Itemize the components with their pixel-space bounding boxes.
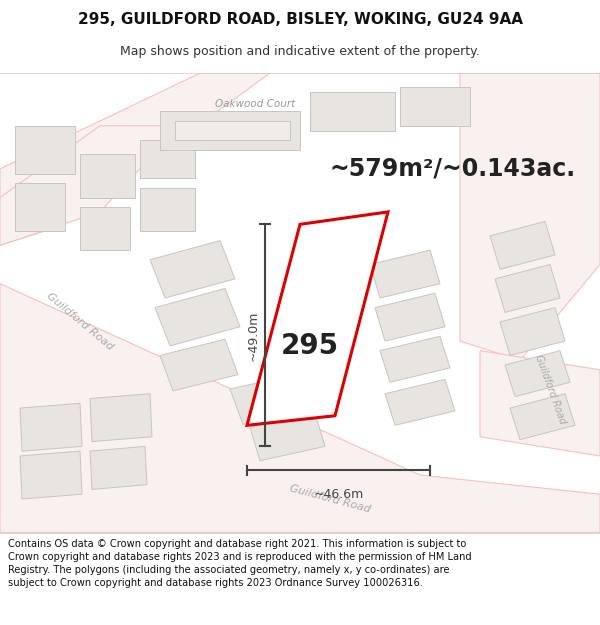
Text: Map shows position and indicative extent of the property.: Map shows position and indicative extent… bbox=[120, 44, 480, 58]
Polygon shape bbox=[160, 111, 300, 149]
Polygon shape bbox=[495, 264, 560, 312]
Polygon shape bbox=[400, 88, 470, 126]
Polygon shape bbox=[247, 212, 388, 425]
Text: Guildford Road: Guildford Road bbox=[533, 353, 567, 425]
Polygon shape bbox=[160, 339, 238, 391]
Polygon shape bbox=[250, 413, 325, 461]
Polygon shape bbox=[370, 250, 440, 298]
Polygon shape bbox=[0, 126, 180, 246]
Polygon shape bbox=[380, 336, 450, 382]
Text: 295: 295 bbox=[281, 332, 339, 360]
Polygon shape bbox=[80, 207, 130, 250]
Polygon shape bbox=[20, 451, 82, 499]
Polygon shape bbox=[155, 289, 240, 346]
Text: Contains OS data © Crown copyright and database right 2021. This information is : Contains OS data © Crown copyright and d… bbox=[8, 539, 472, 588]
Polygon shape bbox=[175, 121, 290, 140]
Polygon shape bbox=[460, 73, 600, 360]
Polygon shape bbox=[490, 221, 555, 269]
Polygon shape bbox=[90, 394, 152, 442]
Polygon shape bbox=[0, 73, 270, 246]
Text: Guildford Road: Guildford Road bbox=[45, 291, 115, 352]
Polygon shape bbox=[140, 188, 195, 231]
Polygon shape bbox=[510, 394, 575, 439]
Polygon shape bbox=[480, 351, 600, 456]
Text: Guildford Road: Guildford Road bbox=[289, 483, 371, 514]
Polygon shape bbox=[150, 241, 235, 298]
Polygon shape bbox=[505, 351, 570, 397]
Polygon shape bbox=[375, 293, 445, 341]
Polygon shape bbox=[90, 446, 147, 489]
Text: ~579m²/~0.143ac.: ~579m²/~0.143ac. bbox=[330, 157, 576, 181]
Polygon shape bbox=[0, 284, 600, 532]
Text: ~46.6m: ~46.6m bbox=[313, 488, 364, 501]
Polygon shape bbox=[385, 379, 455, 425]
Text: 295, GUILDFORD ROAD, BISLEY, WOKING, GU24 9AA: 295, GUILDFORD ROAD, BISLEY, WOKING, GU2… bbox=[77, 11, 523, 26]
Polygon shape bbox=[500, 308, 565, 356]
Polygon shape bbox=[15, 183, 65, 231]
Polygon shape bbox=[140, 140, 195, 178]
Polygon shape bbox=[20, 403, 82, 451]
Polygon shape bbox=[80, 154, 135, 198]
Polygon shape bbox=[15, 126, 75, 174]
Text: ~49.0m: ~49.0m bbox=[247, 310, 260, 361]
Text: Oakwood Court: Oakwood Court bbox=[215, 99, 295, 109]
Polygon shape bbox=[310, 92, 395, 131]
Polygon shape bbox=[230, 374, 308, 424]
